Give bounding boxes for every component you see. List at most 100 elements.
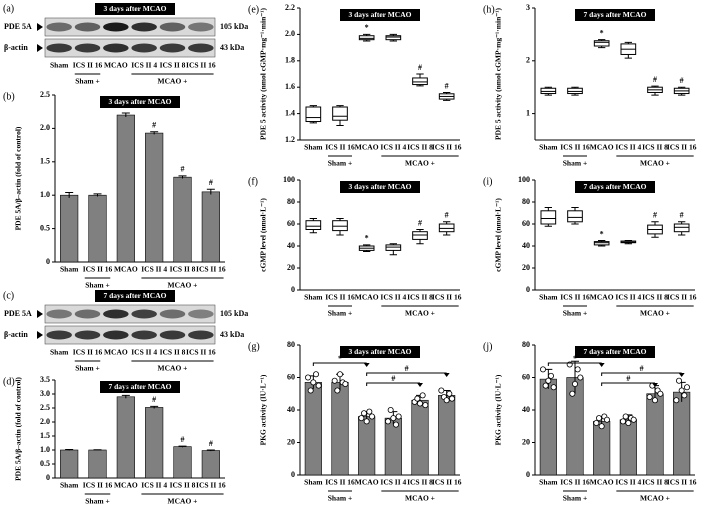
data-point	[681, 392, 688, 399]
y-tick-label: 1.0	[40, 190, 50, 199]
category-label: ICS II 16	[325, 478, 355, 487]
data-point	[540, 366, 547, 373]
whisker-low	[389, 250, 397, 256]
blot-band	[131, 309, 157, 319]
panel-label: (j)	[483, 341, 492, 352]
category-label: ICS II 8	[160, 348, 186, 357]
blot-band	[159, 22, 186, 32]
category-label: MCAO	[590, 478, 614, 487]
y-tick-label: 80	[522, 197, 530, 206]
category-label: ICS II 16	[196, 481, 226, 490]
bracket-label: #	[405, 364, 409, 373]
bracket-label: *	[573, 354, 577, 363]
data-point	[596, 415, 603, 422]
error-bar	[571, 360, 579, 394]
category-label: ICS II 4	[131, 61, 157, 70]
y-tick-label: 0	[526, 470, 530, 479]
title-box	[95, 290, 175, 302]
bar	[145, 407, 164, 479]
whisker-low	[336, 230, 344, 236]
data-point	[358, 415, 365, 422]
blot-arrow	[37, 310, 43, 318]
group-label: Sham +	[85, 281, 110, 290]
category-label: ICS II 16	[432, 143, 462, 152]
y-tick-label: 0.5	[40, 459, 50, 468]
bar	[116, 396, 135, 479]
blot-band	[188, 309, 214, 319]
bracket-label: #	[626, 374, 630, 383]
data-point	[307, 387, 314, 394]
y-tick-label: 20	[287, 263, 295, 272]
bar	[646, 393, 664, 476]
significance-marker: #	[445, 211, 449, 220]
group-label: Sham +	[328, 494, 353, 503]
y-tick-label: 2.0	[40, 123, 50, 132]
category-label: Sham	[304, 293, 323, 302]
error-bar	[206, 449, 215, 452]
data-point	[550, 384, 557, 391]
y-tick-label: 60	[287, 219, 295, 228]
category-label: ICS II 8	[407, 143, 433, 152]
significance-marker: *	[600, 229, 604, 238]
y-tick-label: 2.0	[285, 29, 295, 38]
panel-label: (d)	[3, 376, 15, 387]
title-box	[95, 3, 175, 15]
bar	[384, 417, 402, 476]
significance-marker: #	[418, 218, 422, 227]
error-bar	[65, 448, 74, 451]
significance-marker: #	[418, 63, 422, 72]
data-point	[438, 387, 445, 394]
bar	[173, 446, 192, 479]
group-label: Sham +	[75, 364, 100, 373]
y-tick-label: 40	[287, 241, 295, 250]
significance-marker: #	[152, 395, 156, 404]
bar	[593, 421, 611, 476]
group-label: Sham +	[328, 309, 353, 318]
whisker-low	[416, 239, 424, 245]
category-label: ICS II 16	[83, 481, 113, 490]
data-point	[446, 390, 453, 397]
box	[412, 231, 428, 240]
bracket	[312, 362, 367, 366]
y-axis-label: PDE 5A/β–actin (fold of control)	[14, 377, 23, 481]
significance-marker: #	[181, 165, 185, 174]
whisker-high	[416, 73, 424, 78]
whisker-low	[309, 229, 317, 234]
data-point	[336, 371, 343, 378]
significance-marker: *	[124, 102, 128, 111]
y-tick-label: 1.8	[285, 56, 295, 65]
y-axis-label: PKG activity (IU·L⁻¹)	[494, 374, 503, 445]
significance-marker: #	[209, 439, 213, 448]
blot-row-label: β-actin	[4, 43, 28, 52]
category-label: ICS II 8	[407, 293, 433, 302]
panel-title: 7 days after MCAO	[109, 382, 172, 391]
error-bar	[121, 112, 130, 118]
box	[385, 35, 402, 41]
blot-band	[46, 309, 72, 319]
title-box	[340, 9, 420, 21]
y-tick-label: 1	[526, 108, 530, 117]
significance-marker: *	[365, 234, 369, 243]
error-bar	[93, 449, 102, 451]
data-point	[548, 372, 555, 379]
blot-band	[103, 22, 129, 32]
blot-band	[46, 22, 72, 32]
group-label: MCAO +	[640, 494, 670, 503]
category-label: ICS II 4	[380, 143, 406, 152]
bar	[201, 191, 220, 263]
bar	[145, 132, 164, 263]
category-label: ICS II 4	[141, 265, 167, 274]
y-tick-label: 1.2	[285, 135, 295, 144]
whisker-low	[443, 231, 451, 236]
blot-band	[46, 330, 72, 340]
group-label: Sham +	[328, 159, 353, 168]
category-label: Sham	[304, 478, 323, 487]
data-point	[620, 418, 627, 425]
data-point	[598, 423, 605, 430]
data-point	[363, 418, 370, 425]
blot-band	[159, 330, 186, 340]
title-box	[575, 346, 655, 358]
data-point	[604, 416, 611, 423]
whisker-low	[678, 231, 686, 236]
box	[673, 223, 690, 233]
